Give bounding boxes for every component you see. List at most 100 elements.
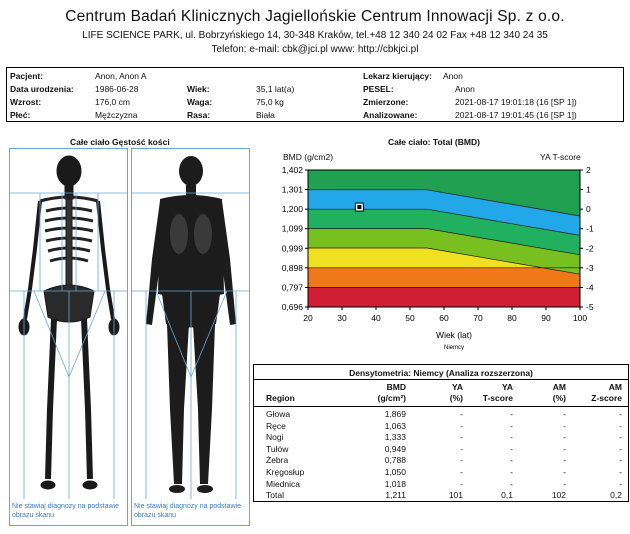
- table-cell-am: -: [563, 420, 566, 431]
- x-tick-label: 70: [473, 313, 483, 323]
- y-tick-label: 1,301: [282, 185, 304, 195]
- physician-value: Anon: [443, 71, 463, 81]
- table-cell-region: Tułów: [266, 443, 289, 454]
- table-cell-am: -: [563, 409, 566, 419]
- table-cell-region: Kręgosłup: [266, 467, 305, 477]
- age-value: 35,1 lat(a): [256, 84, 295, 94]
- col-yat-header: YA: [501, 382, 513, 392]
- table-cell-am: -: [563, 478, 566, 489]
- x-tick-label: 30: [337, 313, 347, 323]
- densitometry-table: Densytometria: Niemcy (Analiza rozszerzo…: [253, 364, 629, 502]
- table-cell-yat: -: [510, 420, 513, 431]
- table-cell-bmd: 0,949: [384, 443, 406, 454]
- table-cell-bmd: 0,788: [384, 455, 406, 466]
- table-cell-am: -: [563, 443, 566, 454]
- weight-value: 75,0 kg: [256, 97, 284, 107]
- table-cell-region: Ręce: [266, 420, 286, 431]
- patient-name-label: Pacjent:: [10, 71, 44, 81]
- sex-label: Płeć:: [10, 110, 31, 120]
- table-cell-yat: -: [510, 432, 513, 443]
- center-address: LIFE SCIENCE PARK, ul. Bobrzyńskiego 14,…: [82, 30, 548, 41]
- skeleton-scan-image: Nie stawiaj diagnozy na podstawie obrazu…: [9, 148, 128, 526]
- physician-label: Lekarz kierujący:: [363, 71, 432, 81]
- center-contact: Telefon: e-mail: cbk@jci.pl www: http://…: [211, 44, 419, 55]
- table-cell-region: Głowa: [266, 409, 291, 419]
- y2-tick-label: -4: [586, 282, 594, 292]
- measured-label: Zmierzone:: [363, 97, 409, 107]
- chart-band: [308, 287, 580, 307]
- y2-tick-label: -2: [586, 243, 594, 253]
- table-cell-bmd: 1,050: [384, 467, 406, 477]
- table-cell-ya: -: [460, 420, 463, 431]
- x-tick-label: 80: [507, 313, 517, 323]
- table-cell-yat: -: [510, 443, 513, 454]
- center-name: Centrum Badań Klinicznych Jagiellońskie …: [65, 8, 565, 25]
- x-tick-label: 50: [405, 313, 415, 323]
- patient-point-core: [357, 205, 362, 210]
- table-cell-yat: -: [510, 409, 513, 419]
- y-tick-label: 0,797: [282, 282, 304, 292]
- table-cell-ya: -: [460, 409, 463, 419]
- pesel-value: Anon: [455, 84, 475, 94]
- pesel-label: PESEL:: [363, 84, 394, 94]
- scan-disclaimer: Nie stawiaj diagnozy na podstawie obrazu…: [134, 503, 242, 519]
- col-am-header: AM: [552, 382, 566, 392]
- table-cell-amz: -: [619, 420, 622, 431]
- height-value: 176,0 cm: [95, 97, 130, 107]
- chart-title: Całe ciało: Total (BMD): [388, 137, 480, 147]
- chart-y-axis-label: BMD (g/cm2): [283, 152, 334, 162]
- chart-band: [308, 189, 580, 236]
- table-cell-am: -: [563, 455, 566, 466]
- patient-info-box: Pacjent: Anon, Anon A Data urodzenia: 19…: [6, 67, 624, 122]
- chart-band-line: [308, 247, 581, 275]
- age-label: Wiek:: [187, 84, 210, 94]
- y-tick-label: 1,200: [282, 204, 304, 214]
- chart-x-axis-sublabel: Niemcy: [444, 345, 464, 351]
- table-cell-am: -: [563, 467, 566, 477]
- chart-band: [308, 209, 580, 255]
- bmd-chart: 1,402 1,301 1,200 1,099 0,999 0,898 0,797 0,696…: [282, 165, 594, 351]
- table-cell-ya: -: [460, 455, 463, 466]
- y-tick-label: 1,099: [282, 224, 304, 234]
- measured-value: 2021-08-17 19:01:18 (16 [SP 1]): [455, 97, 577, 107]
- chart-band-line: [308, 189, 581, 217]
- col-am-unit: (%): [552, 393, 566, 403]
- table-cell-region: Miednica: [266, 478, 301, 489]
- table-cell-bmd: 1,333: [384, 432, 406, 443]
- x-tick-label: 40: [371, 313, 381, 323]
- table-cell-amz: -: [619, 432, 622, 443]
- x-tick-label: 60: [439, 313, 449, 323]
- col-amz-unit: Z-score: [591, 393, 622, 403]
- table-cell-ya: -: [460, 467, 463, 477]
- table-cell-amz: 0,2: [610, 490, 622, 501]
- col-ya-unit: (%): [449, 393, 463, 403]
- table-cell-bmd: 1,018: [384, 478, 406, 489]
- table-cell-amz: -: [619, 467, 622, 477]
- table-cell-ya: -: [460, 443, 463, 454]
- col-bmd-unit: (g/cm²): [377, 393, 406, 403]
- col-region-header: Region: [266, 393, 295, 403]
- analyzed-value: 2021-08-17 19:01:45 (16 [SP 1]): [455, 110, 577, 120]
- table-cell-amz: -: [619, 443, 622, 454]
- table-cell-region: Żebra: [266, 455, 289, 466]
- col-amz-header: AM: [608, 382, 622, 392]
- table-cell-yat: 0,1: [501, 490, 513, 501]
- y-tick-label: 0,696: [282, 302, 304, 312]
- table-cell-bmd: 1,211: [385, 490, 406, 501]
- race-label: Rasa:: [187, 110, 211, 120]
- y-tick-label: 1,402: [282, 165, 304, 175]
- chart-band: [308, 170, 580, 216]
- scan-title: Całe ciało Gęstość kości: [70, 137, 170, 147]
- chart-band: [308, 228, 580, 275]
- dob-label: Data urodzenia:: [10, 84, 74, 94]
- soft-tissue-scan-graphic: [132, 156, 249, 499]
- height-label: Wzrost:: [10, 97, 42, 107]
- patient-name: Anon, Anon A: [95, 71, 147, 81]
- table-cell-ya: -: [460, 478, 463, 489]
- col-bmd-header: BMD: [386, 382, 406, 392]
- table-cell-am: 102: [551, 490, 566, 501]
- table-cell-yat: -: [510, 467, 513, 477]
- y2-tick-label: 2: [586, 165, 591, 175]
- col-ya-header: YA: [451, 382, 463, 392]
- table-cell-am: -: [563, 432, 566, 443]
